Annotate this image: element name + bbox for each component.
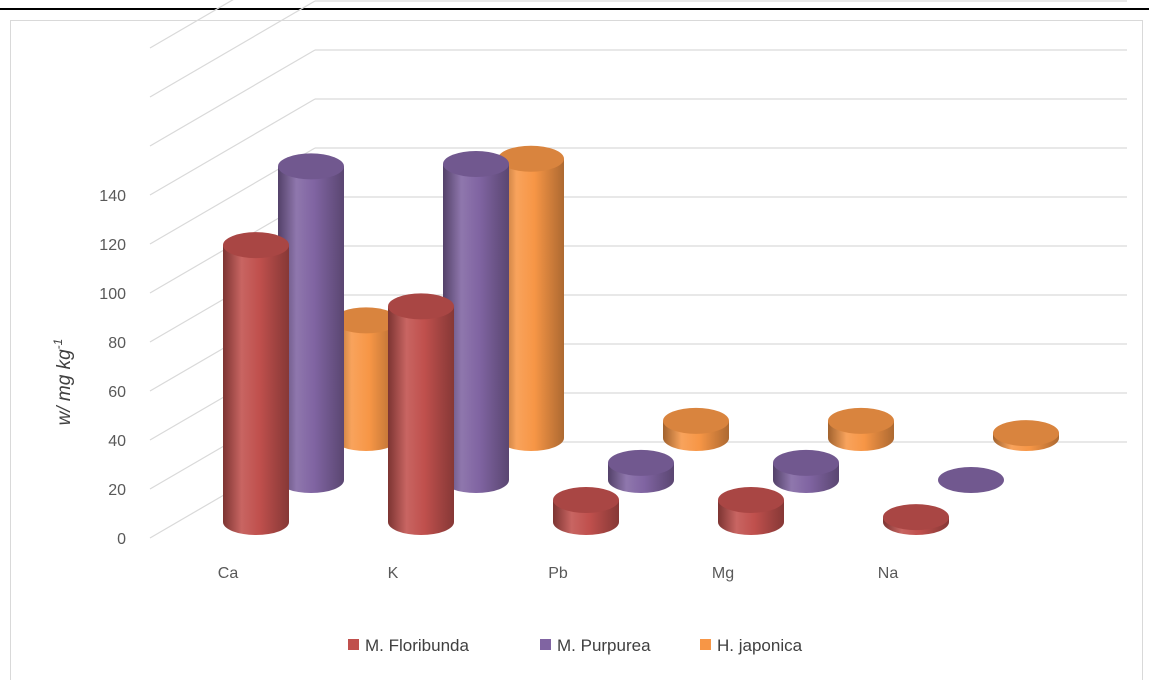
bar-body <box>388 306 454 535</box>
chart-bars <box>223 145 1059 535</box>
bar-cap <box>883 504 949 531</box>
bar-cap <box>388 293 454 320</box>
legend-swatch <box>700 639 711 650</box>
bar-cap <box>333 307 399 334</box>
bar-m-floribunda-k <box>388 293 454 535</box>
y-tick-label: 120 <box>99 237 126 254</box>
bar-h-japonica-k <box>498 145 564 451</box>
legend-label: M. Floribunda <box>365 636 469 655</box>
bar-m-purpurea-pb <box>608 449 674 493</box>
x-tick-label: K <box>388 565 399 582</box>
y-tick-label: 80 <box>108 335 126 352</box>
bar-cap <box>993 420 1059 447</box>
bar-m-purpurea-mg <box>773 449 839 493</box>
bar-body <box>223 245 289 535</box>
bar-body <box>278 166 344 493</box>
legend-label: H. japonica <box>717 636 803 655</box>
legend-label: M. Purpurea <box>557 636 651 655</box>
bar-cap <box>663 407 729 434</box>
bar-m-floribunda-mg <box>718 486 784 535</box>
bar-cap <box>773 449 839 476</box>
bar-cap <box>828 407 894 434</box>
x-tick-label: Ca <box>218 565 239 582</box>
y-tick-label: 100 <box>99 286 126 303</box>
bar-m-floribunda-ca <box>223 232 289 535</box>
y-axis-ticks: 0 20 40 60 80 100 120 140 <box>99 188 126 548</box>
legend-swatch <box>348 639 359 650</box>
bar-cap <box>443 150 509 177</box>
bar-h-japonica-pb <box>663 407 729 451</box>
bar-cap <box>608 449 674 476</box>
legend-swatch <box>540 639 551 650</box>
bar-cap <box>498 145 564 172</box>
x-tick-label: Pb <box>548 565 568 582</box>
x-tick-label: Na <box>878 565 899 582</box>
y-tick-label: 20 <box>108 482 126 499</box>
x-tick-label: Mg <box>712 565 734 582</box>
y-tick-label: 40 <box>108 433 126 450</box>
bar-cap <box>278 153 344 180</box>
y-axis-label: w/ mg kg-1 <box>51 339 75 426</box>
y-tick-label: 60 <box>108 384 126 401</box>
bar-m-purpurea-ca <box>278 153 344 493</box>
side-wall-gridline <box>149 0 316 98</box>
bar-h-japonica-mg <box>828 407 894 451</box>
side-wall-gridline <box>149 98 316 196</box>
chart-legend: M. Floribunda M. Purpurea H. japonica <box>348 636 803 655</box>
x-axis-ticks: Ca K Pb Mg Na <box>218 565 899 582</box>
bar-m-purpurea-k <box>443 150 509 493</box>
bar-body <box>443 163 509 493</box>
y-tick-label: 140 <box>99 188 126 205</box>
bar-m-floribunda-pb <box>553 486 619 535</box>
side-wall-gridline <box>149 49 316 147</box>
bar-body <box>333 320 399 451</box>
bar-cap <box>938 467 1004 493</box>
bar-m-purpurea-na <box>938 467 1004 493</box>
chart-frame <box>10 20 1143 680</box>
bar-m-floribunda-na <box>883 504 949 535</box>
bar-h-japonica-ca <box>333 307 399 451</box>
bar-cap <box>553 486 619 513</box>
bar-h-japonica-na <box>993 420 1059 451</box>
side-wall-gridline <box>149 0 234 49</box>
bar-cap <box>718 486 784 513</box>
bar-body <box>498 158 564 451</box>
y-tick-label: 0 <box>117 531 126 548</box>
bar-cap <box>223 232 289 259</box>
document-top-rule <box>0 0 1149 10</box>
